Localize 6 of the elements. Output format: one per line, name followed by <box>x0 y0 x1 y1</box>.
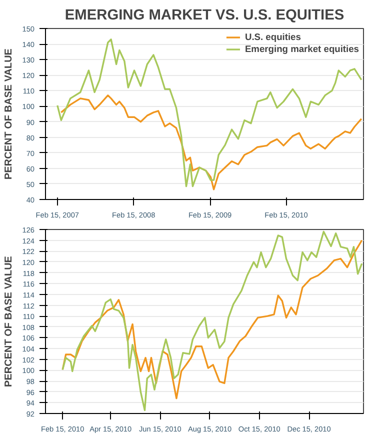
line-series <box>60 94 362 190</box>
chart-title: EMERGING MARKET VS. U.S. EQUITIES <box>64 8 344 24</box>
legend-label: Emerging market equities <box>244 44 359 54</box>
y-axis-title: PERCENT OF BASE VALUE <box>3 256 14 387</box>
y-axis-title: PERCENT OF BASE VALUE <box>3 48 14 180</box>
legend-label: U.S. equities <box>244 32 301 42</box>
